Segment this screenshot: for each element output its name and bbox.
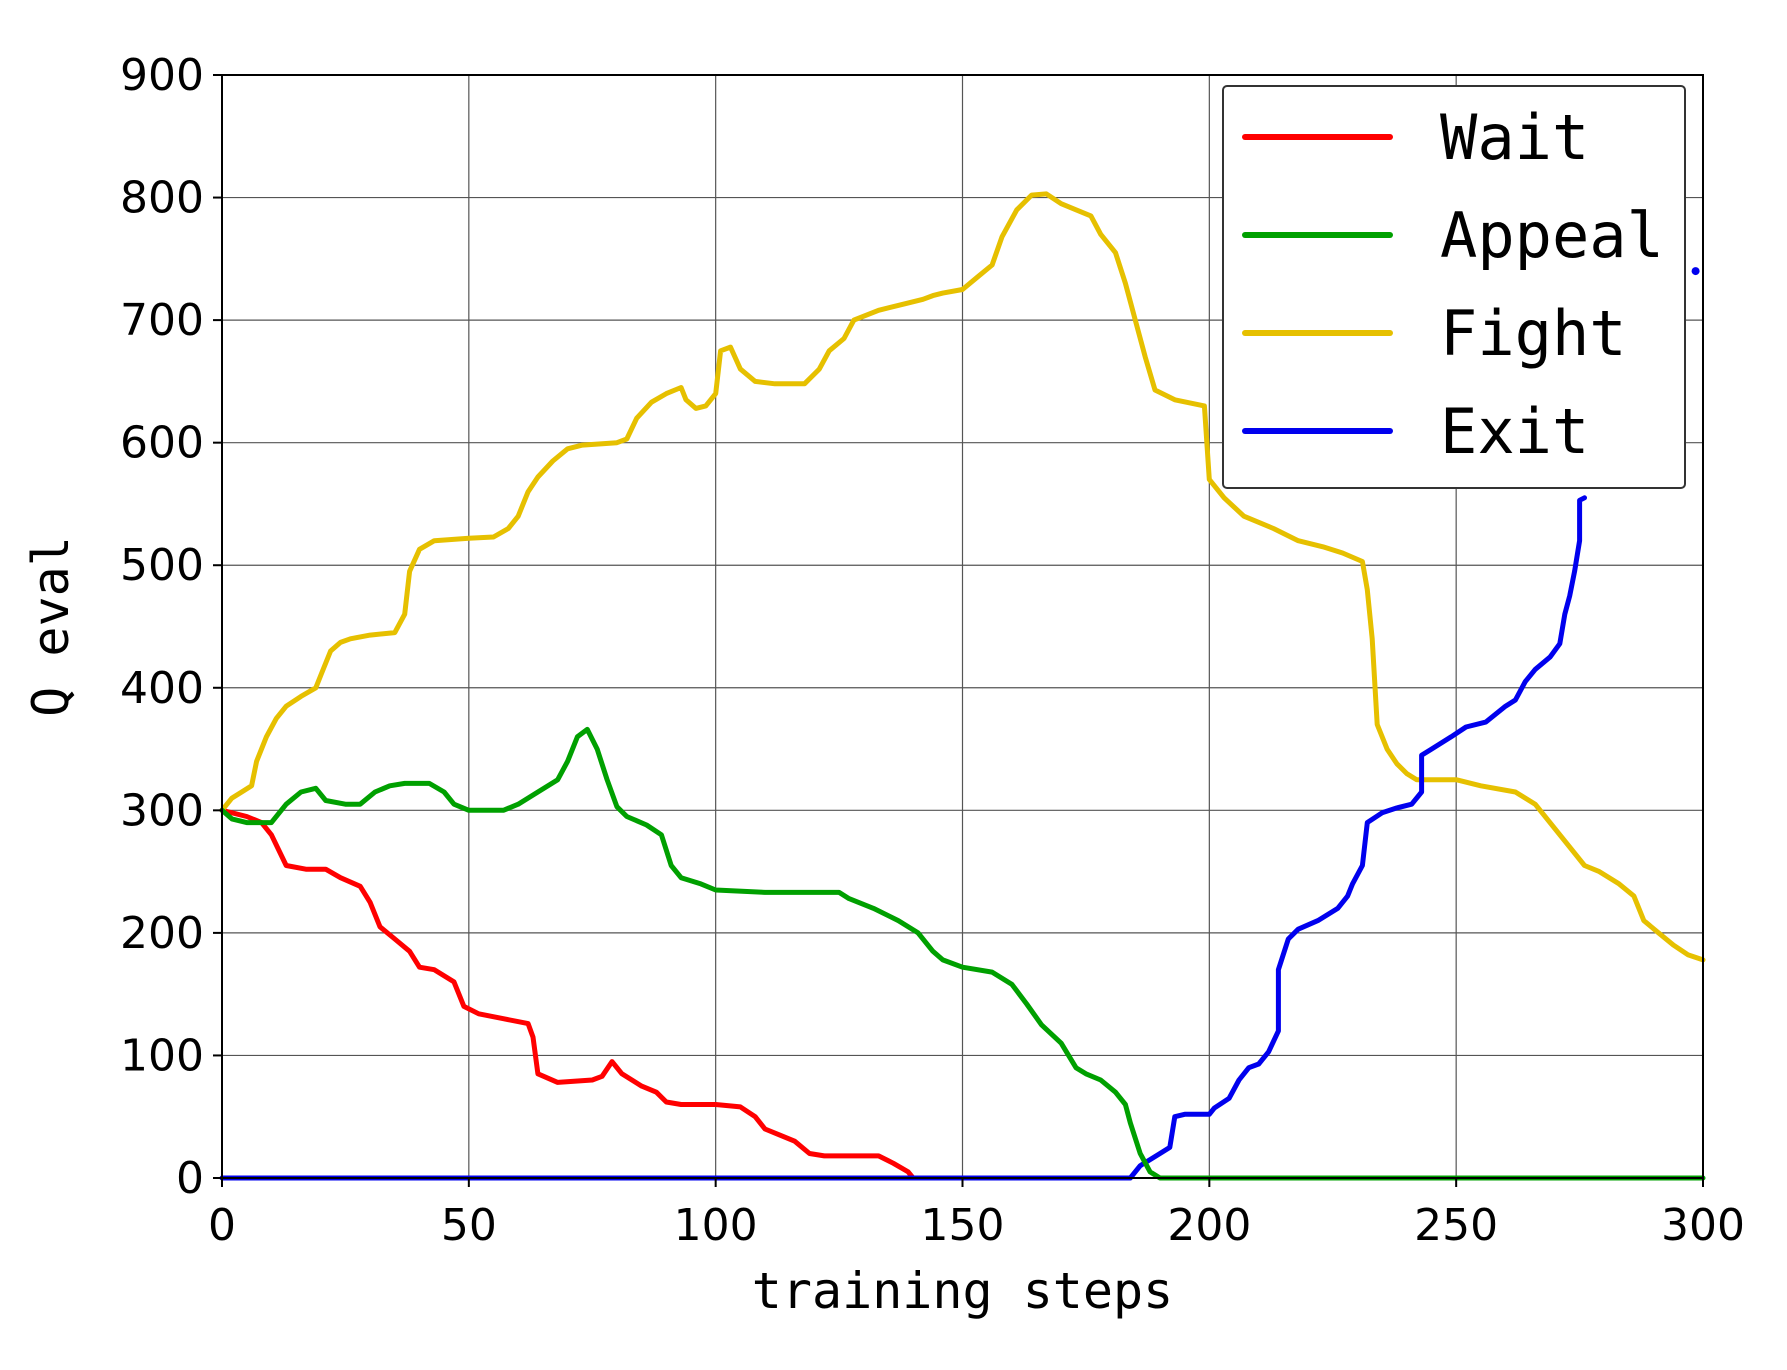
legend-box [1222, 85, 1686, 489]
x-axis-label: training steps [752, 1262, 1173, 1320]
x-tick-label-4: 200 [1167, 1200, 1251, 1251]
legend: Wait Appeal Fight Exit [1222, 85, 1686, 489]
series-line-fight [219, 191, 1706, 963]
x-tick-label-1: 50 [441, 1200, 497, 1251]
x-tick-label-3: 150 [921, 1200, 1005, 1251]
y-tick-label-8: 800 [120, 173, 204, 224]
y-tick-label-3: 300 [120, 785, 204, 836]
x-tick-label-6: 300 [1661, 1200, 1745, 1251]
y-tick-label-1: 100 [120, 1030, 204, 1081]
y-axis-label: Q eval [22, 536, 80, 717]
series-line-wait [219, 807, 916, 1181]
legend-label-wait: Wait [1440, 101, 1589, 174]
y-tick-label-6: 600 [120, 418, 204, 469]
x-tick-label-2: 100 [674, 1200, 758, 1251]
y-tick-label-5: 500 [120, 540, 204, 591]
series-line-appeal [219, 726, 1706, 1181]
series-line-exit [219, 495, 1587, 1181]
y-tick-label-7: 700 [120, 295, 204, 346]
x-tick-label-0: 0 [208, 1200, 236, 1251]
ticks: 0 50 100 150 200 250 300 0 100 200 300 400 500 600 700… [120, 50, 1745, 1251]
y-tick-label-4: 400 [120, 663, 204, 714]
y-tick-label-9: 900 [120, 50, 204, 101]
y-tick-label-0: 0 [176, 1153, 204, 1204]
series-point-exit-end [1691, 267, 1700, 276]
x-tick-label-5: 250 [1414, 1200, 1498, 1251]
legend-label-appeal: Appeal [1440, 199, 1664, 272]
series-layer [219, 191, 1706, 1181]
legend-label-exit: Exit [1440, 395, 1589, 468]
y-tick-label-2: 200 [120, 908, 204, 959]
legend-label-fight: Fight [1440, 297, 1627, 370]
